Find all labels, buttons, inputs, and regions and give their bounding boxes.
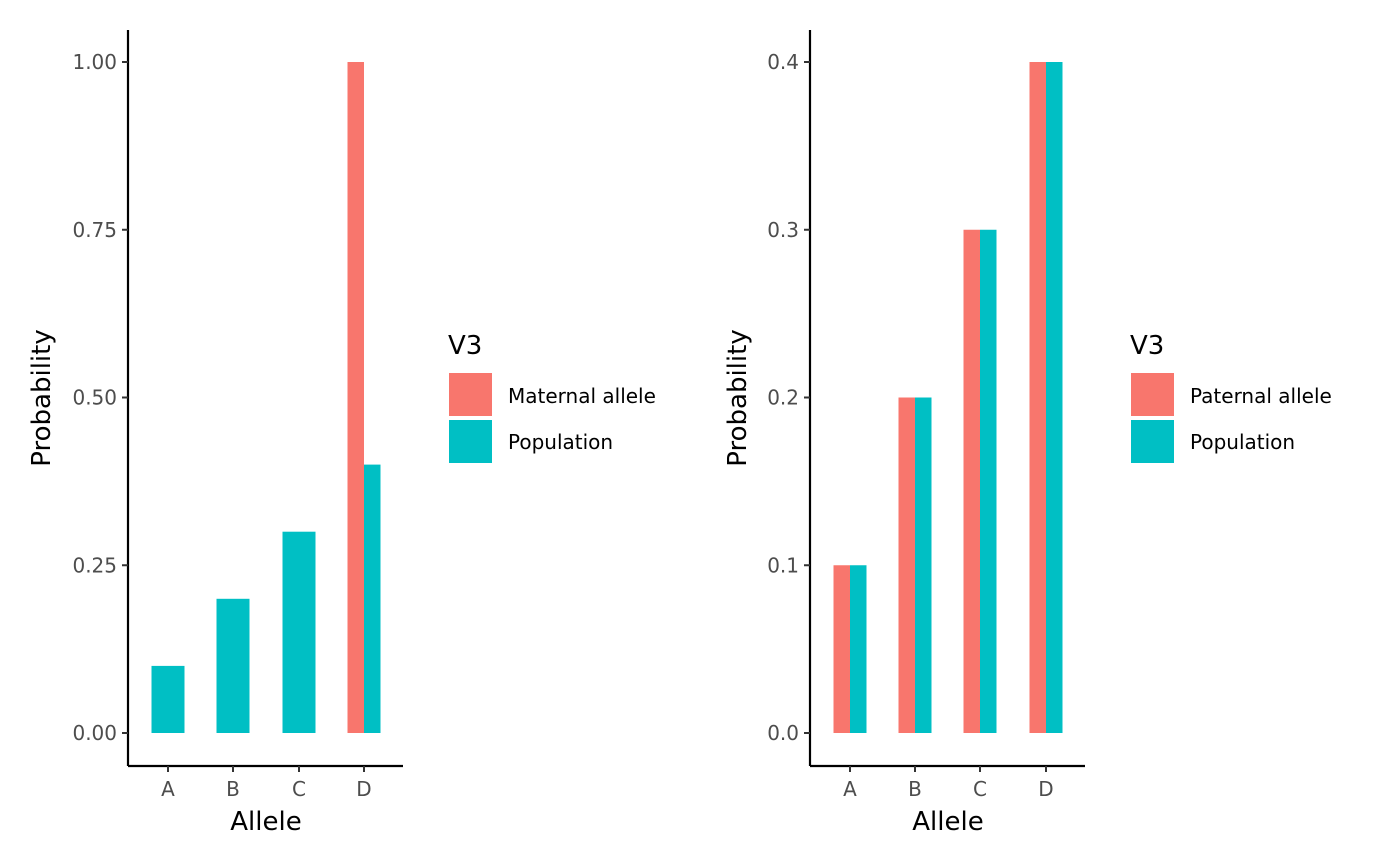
- x-tick-label: D: [356, 777, 371, 801]
- y-axis-title: Probability: [27, 329, 57, 466]
- bar-C-series-1: [963, 229, 980, 733]
- x-axis-title: Allele: [912, 807, 983, 837]
- legend-title: V3: [1130, 331, 1164, 361]
- legend-label-series-2: Population: [1190, 430, 1295, 454]
- legend-key-series-2: [449, 420, 492, 463]
- y-tick-label: 0.0: [767, 721, 799, 745]
- y-tick-label: 0.75: [72, 218, 117, 242]
- chart-panel-maternal: 0.00 0.25 0.50 0.75 1.00 A B C D Allele Probabi…: [27, 30, 656, 837]
- y-tick-label: 0.25: [72, 553, 117, 577]
- legend-key-series-1: [1131, 373, 1174, 416]
- bar-D-series-2: [1046, 62, 1063, 733]
- y-tick-label: 0.3: [767, 218, 799, 242]
- x-ticks-group: A B C D: [843, 766, 1054, 801]
- y-ticks-group: 0.0 0.1 0.2 0.3 0.4: [767, 50, 810, 745]
- x-axis-title: Allele: [230, 807, 301, 837]
- bar-A-series-1: [833, 565, 850, 733]
- x-tick-label: B: [226, 777, 240, 801]
- bar-A-series-2: [850, 565, 867, 733]
- legend: V3 Paternal allele Population: [1130, 331, 1332, 463]
- x-tick-label: C: [292, 777, 306, 801]
- bar-B-series-2: [915, 397, 932, 733]
- legend-label-series-2: Population: [508, 430, 613, 454]
- x-tick-label: A: [161, 777, 175, 801]
- x-tick-label: C: [973, 777, 987, 801]
- bar-D-series-2: [364, 464, 381, 733]
- bar-D-series-1: [1029, 62, 1046, 733]
- bar-B-series-1: [898, 397, 915, 733]
- bar-B-series-2: [216, 598, 250, 733]
- y-tick-label: 0.2: [767, 386, 799, 410]
- y-tick-label: 0.1: [767, 553, 799, 577]
- bars-group: [833, 62, 1063, 733]
- y-ticks-group: 0.00 0.25 0.50 0.75 1.00: [72, 50, 128, 745]
- bar-C-series-2: [980, 229, 997, 733]
- y-tick-label: 0.50: [72, 386, 117, 410]
- x-tick-label: A: [843, 777, 857, 801]
- legend-key-series-2: [1131, 420, 1174, 463]
- x-tick-label: D: [1038, 777, 1053, 801]
- x-tick-label: B: [908, 777, 922, 801]
- bar-C-series-2: [282, 531, 316, 733]
- y-axis-title: Probability: [723, 329, 753, 466]
- y-tick-label: 1.00: [72, 50, 117, 74]
- legend-label-series-1: Maternal allele: [508, 384, 656, 408]
- bars-group: [151, 62, 381, 733]
- x-ticks-group: A B C D: [161, 766, 372, 801]
- bar-A-series-2: [151, 665, 185, 733]
- legend-label-series-1: Paternal allele: [1190, 384, 1332, 408]
- y-tick-label: 0.00: [72, 721, 117, 745]
- legend-title: V3: [448, 331, 482, 361]
- legend: V3 Maternal allele Population: [448, 331, 656, 463]
- legend-key-series-1: [449, 373, 492, 416]
- y-tick-label: 0.4: [767, 50, 799, 74]
- bar-D-series-1: [347, 62, 364, 733]
